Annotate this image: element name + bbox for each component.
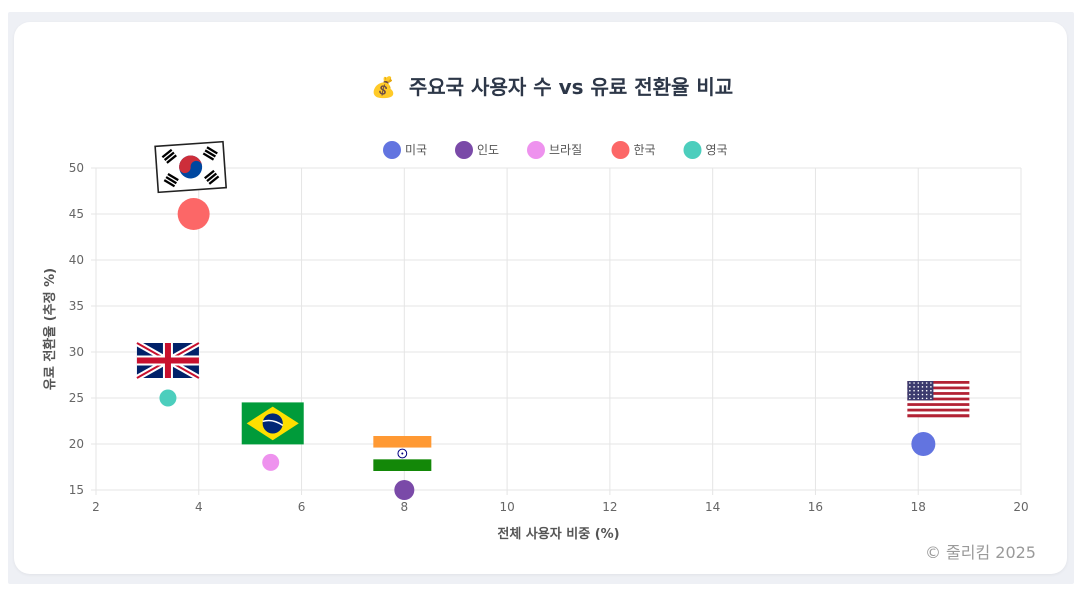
korea-flag-icon [154, 140, 228, 194]
money-bag-icon: 💰 [371, 75, 396, 99]
chart-title: 💰 주요국 사용자 수 vs 유료 전환율 비교 [371, 75, 733, 99]
flags [135, 140, 970, 471]
legend-label: 미국 [405, 143, 427, 157]
chart-title-text: 주요국 사용자 수 vs 유료 전환율 비교 [409, 75, 733, 99]
india-flag-icon [373, 436, 432, 471]
scatter-chart: 2 4 6 8 10 12 14 16 18 20 15 20 25 30 35 40 45 50 💰 주요국 사… [42, 75, 1036, 562]
legend-item[interactable]: 영국 [683, 141, 728, 159]
legend-label: 한국 [634, 143, 656, 157]
y-tick-label: 45 [69, 207, 84, 221]
data-points [159, 198, 936, 500]
x-tick-label: 14 [705, 500, 720, 514]
y-tick-label: 50 [69, 161, 84, 175]
data-point[interactable] [911, 432, 936, 456]
y-tick-label: 20 [69, 437, 84, 451]
us-flag-icon [907, 381, 970, 418]
axes: 2 4 6 8 10 12 14 16 18 20 15 20 25 30 35 40 45 50 [69, 161, 1029, 514]
x-tick-label: 8 [401, 500, 409, 514]
legend-item[interactable]: 브라질 [527, 141, 582, 159]
brazil-flag-icon [241, 402, 304, 445]
x-tick-label: 12 [602, 500, 617, 514]
legend-label: 브라질 [549, 143, 582, 157]
x-axis-label: 전체 사용자 비중 (%) [497, 526, 619, 542]
y-axis-label: 유료 전환율 (추정 %) [42, 268, 58, 390]
x-tick-label: 4 [195, 500, 203, 514]
x-tick-label: 18 [911, 500, 926, 514]
legend-swatch [455, 141, 473, 159]
y-tick-label: 35 [69, 299, 84, 313]
legend-label: 영국 [706, 143, 728, 157]
legend-item[interactable]: 한국 [611, 141, 656, 159]
uk-flag-icon [135, 340, 201, 381]
legend: 미국 인도 브라질 한국 영국 [383, 141, 728, 159]
data-point[interactable] [177, 198, 210, 230]
chart-card: 2 4 6 8 10 12 14 16 18 20 15 20 25 30 35 40 45 50 💰 주요국 사… [14, 22, 1067, 574]
grid [91, 167, 1022, 495]
x-tick-label: 16 [808, 500, 823, 514]
data-point[interactable] [394, 480, 415, 500]
x-tick-label: 2 [92, 500, 100, 514]
y-tick-label: 40 [69, 253, 84, 267]
legend-swatch [527, 141, 545, 159]
y-tick-label: 15 [69, 483, 84, 497]
x-tick-label: 10 [499, 500, 514, 514]
y-tick-label: 25 [69, 391, 84, 405]
x-tick-label: 6 [298, 500, 306, 514]
data-point[interactable] [262, 453, 280, 471]
legend-swatch [611, 141, 630, 159]
data-point[interactable] [159, 389, 177, 407]
legend-item[interactable]: 인도 [455, 141, 499, 159]
x-tick-label: 20 [1013, 500, 1028, 514]
legend-label: 인도 [477, 143, 499, 157]
watermark: © 줄리킴 2025 [925, 543, 1036, 562]
legend-swatch [683, 141, 702, 159]
legend-swatch [383, 141, 401, 159]
legend-item[interactable]: 미국 [383, 141, 427, 159]
y-tick-label: 30 [69, 345, 84, 359]
